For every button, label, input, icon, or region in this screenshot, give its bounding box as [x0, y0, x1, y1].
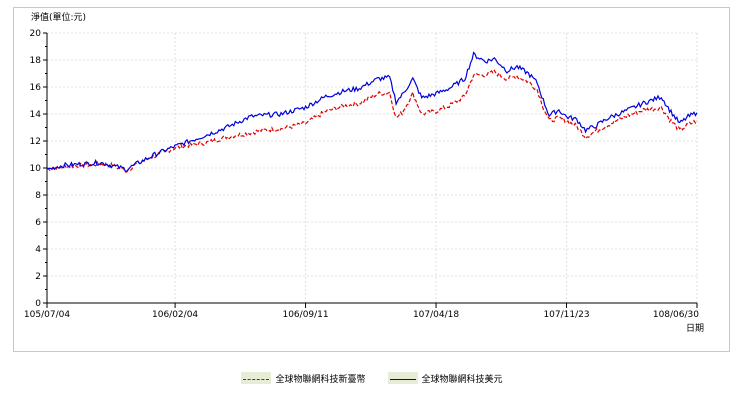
legend-item-twd: 全球物聯網科技新臺幣 [241, 372, 366, 385]
x-tick-label: 106/09/11 [282, 310, 328, 320]
legend: 全球物聯網科技新臺幣 全球物聯網科技美元 [0, 368, 744, 388]
y-tick-label: 14 [30, 110, 42, 120]
axes: 0 2 4 6 8 10 12 14 16 18 20 105/07/04 106/02/04 106/0… [24, 29, 699, 320]
grid-lines [46, 32, 698, 303]
y-tick-label: 18 [30, 56, 42, 66]
x-tick-label: 105/07/04 [24, 310, 70, 320]
series-line-1 [46, 51, 698, 172]
y-tick-label: 8 [35, 191, 41, 201]
y-tick-label: 4 [35, 245, 41, 255]
x-axis-label: 日期 [686, 323, 704, 334]
y-tick-label: 10 [30, 164, 42, 174]
y-tick-label: 0 [35, 299, 41, 309]
x-tick-label: 107/04/18 [413, 310, 459, 320]
y-tick-label: 20 [30, 29, 42, 39]
y-axis-label: 淨值(單位:元) [31, 11, 86, 23]
chart-frame [13, 7, 730, 352]
series-lines [46, 51, 698, 173]
legend-item-usd: 全球物聯網科技美元 [387, 372, 503, 385]
x-tick-label: 106/02/04 [152, 310, 198, 320]
x-tick-label: 107/11/23 [543, 310, 589, 320]
y-tick-label: 6 [35, 218, 41, 228]
legend-label-twd: 全球物聯網科技新臺幣 [275, 374, 366, 385]
legend-swatch-twd [241, 372, 272, 384]
legend-swatch-usd [387, 372, 418, 384]
y-tick-label: 2 [35, 272, 41, 282]
y-tick-label: 12 [30, 137, 41, 147]
line-chart: 淨值(單位:元) 日期 0 2 4 6 8 10 12 14 16 18 20 105/07/04 10… [24, 11, 704, 334]
legend-label-usd: 全球物聯網科技美元 [421, 374, 503, 385]
y-tick-label: 16 [30, 83, 42, 93]
x-tick-label: 108/06/30 [653, 310, 699, 320]
